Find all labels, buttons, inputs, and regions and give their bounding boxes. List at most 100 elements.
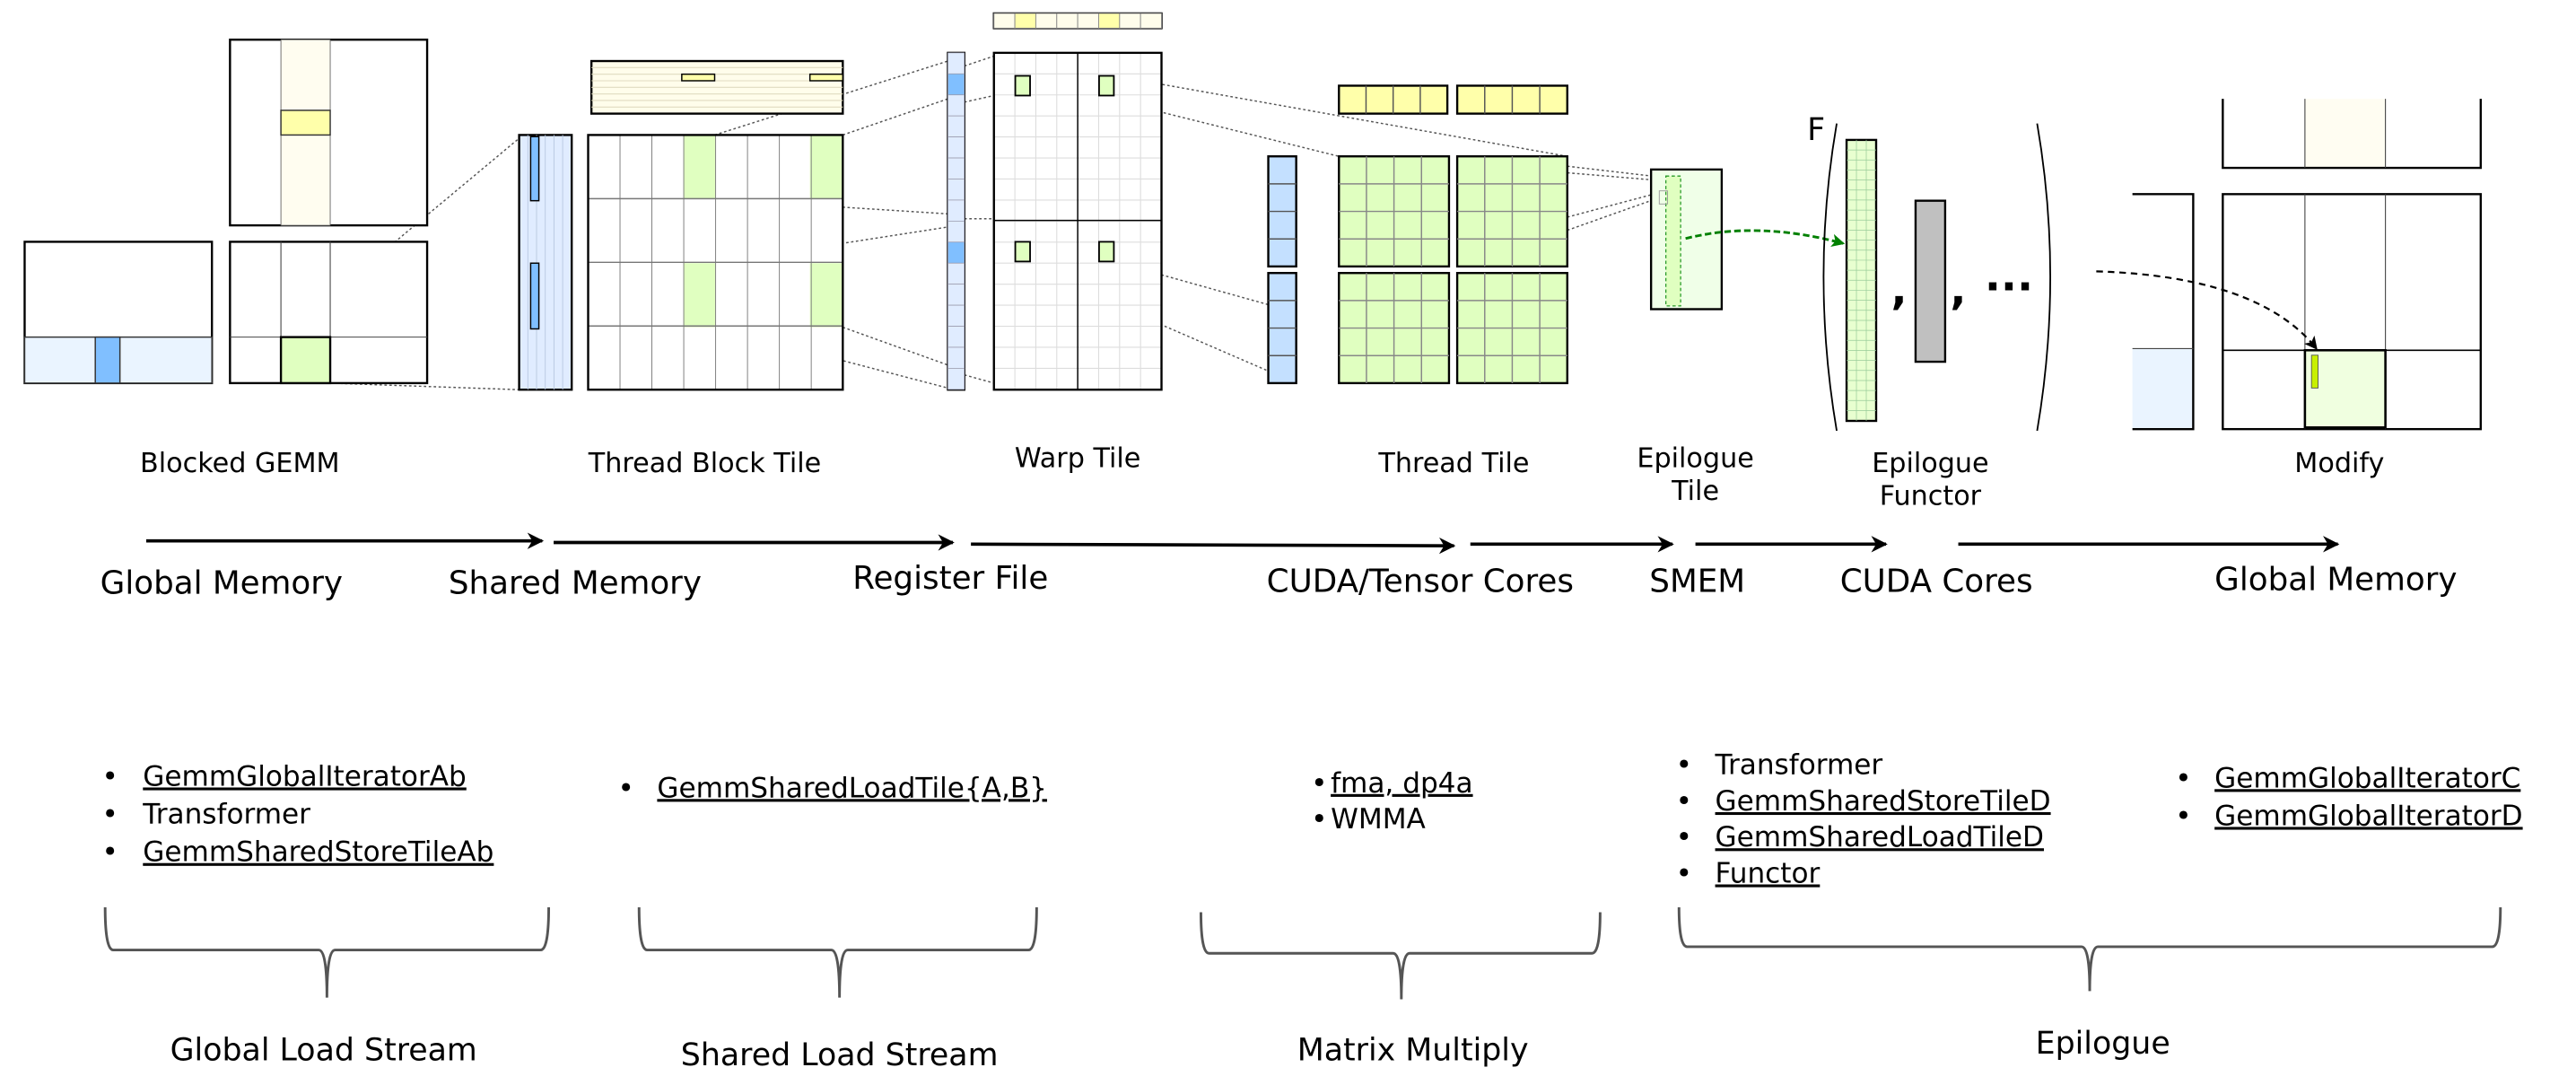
bullet-item: Transformer bbox=[142, 799, 310, 831]
warp-b-cell bbox=[1035, 13, 1058, 29]
stage-labels: Blocked GEMM Thread Block Tile Warp Tile… bbox=[140, 442, 2384, 512]
bullet-dot: • bbox=[1311, 803, 1327, 836]
store-arrow bbox=[2096, 270, 2318, 350]
blocked-gemm bbox=[23, 39, 429, 385]
warp-b-cell bbox=[1140, 13, 1162, 29]
ellipsis: ··· bbox=[1985, 262, 2033, 311]
brace-global-load bbox=[103, 906, 551, 998]
matrix-c-tile bbox=[279, 336, 332, 385]
modify bbox=[2096, 99, 2482, 431]
functor-source-fragment bbox=[1914, 199, 1947, 363]
memory-label: CUDA/Tensor Cores bbox=[1267, 563, 1574, 599]
warp-b-cell bbox=[993, 13, 1016, 29]
memory-label: Shared Memory bbox=[449, 564, 702, 601]
warp-b-cell bbox=[1056, 13, 1078, 29]
tb-warp-fragment bbox=[683, 263, 716, 328]
warp-thread-fragment bbox=[1014, 241, 1031, 263]
stream-label: Shared Load Stream bbox=[681, 1037, 999, 1073]
bullet-item: GemmSharedLoadTileD bbox=[1716, 821, 2044, 853]
tb-warp-fragment bbox=[809, 135, 843, 199]
brace-shared-load bbox=[637, 906, 1038, 998]
label-epilogue-tile: Tile bbox=[1671, 476, 1719, 507]
memory-label: SMEM bbox=[1649, 563, 1745, 599]
stream-label: Epilogue bbox=[2036, 1026, 2170, 1062]
warp-a-cell bbox=[947, 94, 965, 117]
right-paren bbox=[2036, 123, 2051, 432]
bullet-item: GemmSharedLoadTile{A,B} bbox=[657, 772, 1047, 804]
warp-a-cell bbox=[947, 199, 965, 222]
matrix-a-tile bbox=[94, 336, 121, 384]
label-thread-block-tile: Thread Block Tile bbox=[588, 448, 821, 479]
memory-flow: Global Memory Shared Memory Register Fil… bbox=[100, 532, 2458, 601]
bullet-item: WMMA bbox=[1331, 803, 1426, 836]
component-lists: • GemmGlobalIteratorAb • Transformer • GemmSh… bbox=[102, 749, 2523, 890]
memory-label: Global Memory bbox=[2214, 562, 2457, 599]
warp-a-cell bbox=[947, 52, 965, 74]
warp-a-cell bbox=[947, 136, 965, 159]
warp-thread-fragment bbox=[1014, 74, 1031, 97]
bullet-item: Transformer bbox=[1715, 749, 1883, 782]
thread-block-tile bbox=[518, 59, 844, 391]
bullet-item: fma, dp4a bbox=[1331, 767, 1472, 800]
bullet-dot: • bbox=[102, 836, 118, 869]
warp-thread-fragment bbox=[1098, 74, 1115, 97]
bullet-item: GemmGlobalIteratorAb bbox=[143, 760, 467, 792]
bullet-dot: • bbox=[1676, 785, 1692, 818]
bullet-item: GemmGlobalIteratorD bbox=[2214, 800, 2522, 832]
warp-a-cell bbox=[947, 241, 965, 264]
bullet-item: GemmSharedStoreTileD bbox=[1716, 785, 2051, 818]
warp-a-cell bbox=[947, 304, 965, 327]
warp-a-cell bbox=[947, 326, 965, 348]
matrix-b-tile bbox=[280, 109, 331, 136]
warp-b-cell bbox=[1077, 13, 1099, 29]
bullet-dot: • bbox=[1311, 767, 1327, 800]
warp-tile bbox=[947, 12, 1163, 391]
label-epilogue-tile: Epilogue bbox=[1637, 442, 1753, 474]
warp-a-cell bbox=[947, 284, 965, 306]
bullet-item: GemmSharedStoreTileAb bbox=[143, 836, 493, 869]
label-warp-tile: Warp Tile bbox=[1015, 442, 1141, 474]
label-blocked-gemm: Blocked GEMM bbox=[140, 448, 340, 479]
bullet-dot: • bbox=[102, 799, 118, 831]
bullet-dot: • bbox=[102, 760, 118, 792]
memory-label: CUDA Cores bbox=[1840, 563, 2033, 599]
epilogue-tile bbox=[1649, 168, 1846, 311]
bullet-dot: • bbox=[1676, 821, 1692, 853]
bullet-item: Functor bbox=[1716, 858, 1821, 890]
separator: , bbox=[1950, 266, 1966, 315]
braces bbox=[103, 906, 2502, 1000]
label-epilogue-functor: Functor bbox=[1880, 480, 1982, 512]
warp-a-cell bbox=[947, 179, 965, 201]
warp-a-cell bbox=[947, 157, 965, 179]
functor-symbol: F bbox=[1807, 112, 1825, 148]
bullet-dot: • bbox=[1676, 749, 1692, 782]
warp-a-cell bbox=[947, 73, 965, 96]
memory-label: Global Memory bbox=[100, 564, 343, 601]
tb-b-fragment bbox=[681, 73, 716, 82]
warp-b-cell bbox=[1014, 13, 1036, 29]
bullet-dot: • bbox=[617, 772, 633, 804]
label-modify: Modify bbox=[2294, 448, 2384, 479]
tb-a-fragment bbox=[529, 136, 540, 202]
brace-matrix-multiply bbox=[1199, 912, 1602, 1000]
stream-labels: Global Load Stream Shared Load Stream Ma… bbox=[170, 1026, 2170, 1073]
warp-b-cell bbox=[1098, 13, 1121, 29]
matrix-c bbox=[229, 241, 429, 385]
bullet-dot: • bbox=[2175, 800, 2191, 832]
tb-warp-fragment bbox=[683, 135, 716, 199]
left-paren bbox=[1822, 123, 1838, 432]
warp-a-cell bbox=[947, 115, 965, 137]
epilogue-functor: F , , ··· bbox=[1807, 112, 2051, 432]
bullet-dot: • bbox=[1676, 858, 1692, 890]
warp-a-cell bbox=[947, 262, 965, 285]
thread-tile bbox=[1267, 84, 1568, 385]
output-fragment bbox=[2310, 354, 2318, 389]
label-epilogue-functor: Epilogue bbox=[1872, 448, 1988, 479]
tb-a-fragment bbox=[529, 262, 540, 330]
stream-label: Global Load Stream bbox=[170, 1032, 477, 1068]
warp-a-cell bbox=[947, 346, 965, 369]
bullet-item: GemmGlobalIteratorC bbox=[2214, 762, 2520, 794]
warp-thread-fragment bbox=[1098, 241, 1115, 263]
brace-epilogue bbox=[1677, 906, 2502, 992]
